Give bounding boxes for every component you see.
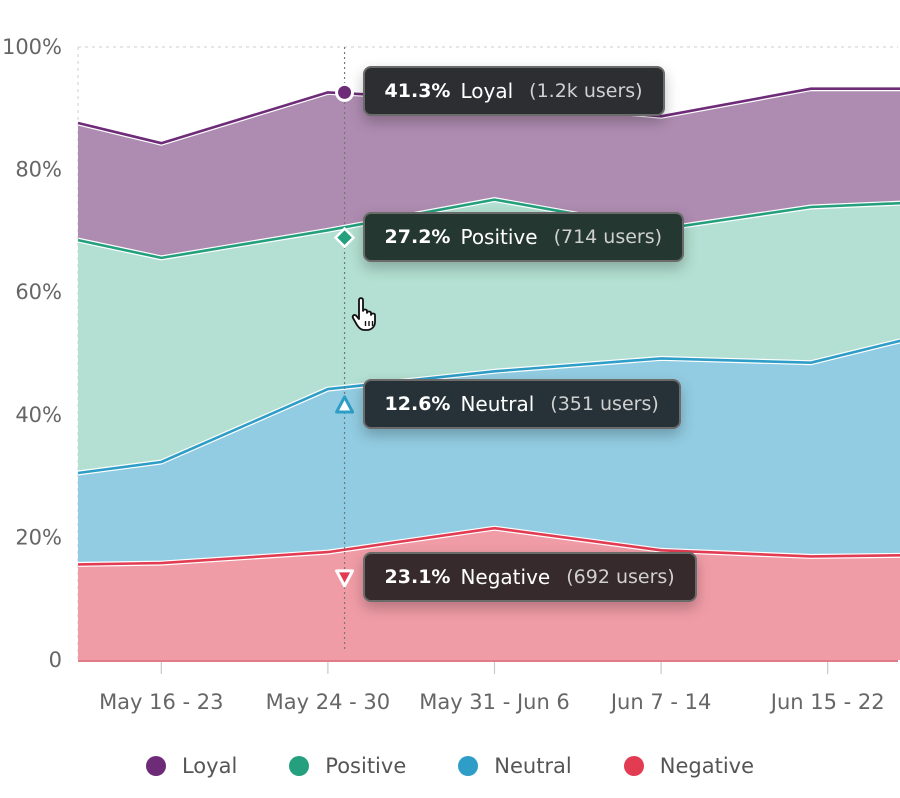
marker-diamond xyxy=(333,226,356,249)
tooltip-label: Loyal xyxy=(460,79,514,104)
y-tick-label: 100% xyxy=(2,35,62,59)
legend-label: Negative xyxy=(659,754,755,778)
area-neutral xyxy=(78,340,900,565)
axes: 0 20% 40% 60% 80% 100% May 16 - 23 May 24 - 30 M… xyxy=(2,35,898,714)
tooltip-percent: 41.3% xyxy=(384,80,451,103)
y-tick-label: 0 xyxy=(49,648,62,672)
hover-crosshair xyxy=(333,47,356,652)
tooltip-count: (714 users) xyxy=(553,225,663,248)
line-neutral xyxy=(77,339,900,475)
legend: Loyal Positive Neutral Negative xyxy=(0,748,900,784)
y-tick-label: 40% xyxy=(15,403,62,427)
legend-item-loyal[interactable]: Loyal xyxy=(145,754,238,778)
tooltip-label: Neutral xyxy=(460,391,535,416)
tooltip-positive: 27.2% Positive (714 users) xyxy=(362,211,685,262)
tooltip-loyal: 41.3% Loyal (1.2k users) xyxy=(362,66,665,117)
line-negative xyxy=(77,526,900,566)
legend-item-positive[interactable]: Positive xyxy=(289,754,406,778)
x-tick-label: Jun 7 - 14 xyxy=(609,690,712,714)
tooltip-neutral: 12.6% Neutral (351 users) xyxy=(362,378,681,429)
y-tick-label: 60% xyxy=(15,280,62,304)
legend-dot-icon xyxy=(145,756,166,776)
x-tick-label: May 31 - Jun 6 xyxy=(419,690,570,714)
legend-item-negative[interactable]: Negative xyxy=(623,754,755,778)
tooltip-percent: 27.2% xyxy=(384,225,451,248)
y-tick-label: 20% xyxy=(15,525,62,549)
tooltip-label: Positive xyxy=(460,224,538,249)
line-positive xyxy=(77,198,900,260)
tooltip-negative: 23.1% Negative (692 users) xyxy=(362,551,697,602)
legend-item-neutral[interactable]: Neutral xyxy=(458,754,572,778)
area-positive xyxy=(78,199,900,473)
legend-dot-icon xyxy=(289,756,310,776)
legend-label: Neutral xyxy=(494,754,572,778)
legend-dot-icon xyxy=(623,756,644,776)
tooltip-count: (1.2k users) xyxy=(529,80,643,103)
x-tick-label: Jun 15 - 22 xyxy=(769,690,885,714)
legend-dot-icon xyxy=(458,756,479,776)
marker-triangle-down xyxy=(335,569,355,588)
tooltip-label: Negative xyxy=(460,564,551,589)
hand-pointer-icon xyxy=(351,297,376,331)
legend-label: Positive xyxy=(325,754,407,778)
tooltip-percent: 12.6% xyxy=(384,392,451,415)
x-tick-label: May 16 - 23 xyxy=(99,690,223,714)
marker-circle xyxy=(335,82,355,102)
marker-triangle-up xyxy=(335,395,355,414)
tooltip-count: (351 users) xyxy=(550,392,659,415)
area-loyal xyxy=(78,88,900,258)
y-tick-label: 80% xyxy=(15,158,62,182)
tooltip-count: (692 users) xyxy=(566,565,675,588)
tooltip-percent: 23.1% xyxy=(384,565,451,588)
legend-label: Loyal xyxy=(181,754,238,778)
x-tick-label: May 24 - 30 xyxy=(266,690,390,714)
